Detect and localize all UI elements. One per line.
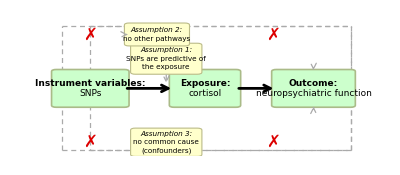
FancyBboxPatch shape [52, 69, 129, 107]
Text: cortisol: cortisol [188, 89, 222, 98]
FancyBboxPatch shape [124, 23, 190, 46]
Text: the exposure: the exposure [142, 64, 190, 70]
Text: Outcome:: Outcome: [289, 79, 338, 88]
Text: Exposure:: Exposure: [180, 79, 230, 88]
Text: no common cause: no common cause [133, 139, 199, 145]
Text: (confounders): (confounders) [141, 147, 192, 154]
Text: SNPs are predictive of: SNPs are predictive of [126, 56, 206, 62]
Text: no other pathways: no other pathways [123, 36, 190, 42]
Text: ✗: ✗ [83, 26, 97, 43]
Text: neuropsychiatric function: neuropsychiatric function [256, 89, 372, 98]
FancyBboxPatch shape [272, 69, 355, 107]
Text: Assumption 1:: Assumption 1: [140, 47, 192, 53]
FancyBboxPatch shape [131, 128, 202, 156]
Text: Assumption 3:: Assumption 3: [140, 131, 192, 137]
FancyBboxPatch shape [169, 69, 241, 107]
Text: Assumption 2:: Assumption 2: [131, 27, 183, 33]
Text: ✗: ✗ [266, 26, 280, 43]
Text: ✗: ✗ [83, 133, 97, 151]
FancyBboxPatch shape [131, 43, 202, 74]
Text: Instrument variables:: Instrument variables: [35, 79, 146, 88]
Text: ✗: ✗ [266, 133, 280, 151]
Text: SNPs: SNPs [79, 89, 102, 98]
